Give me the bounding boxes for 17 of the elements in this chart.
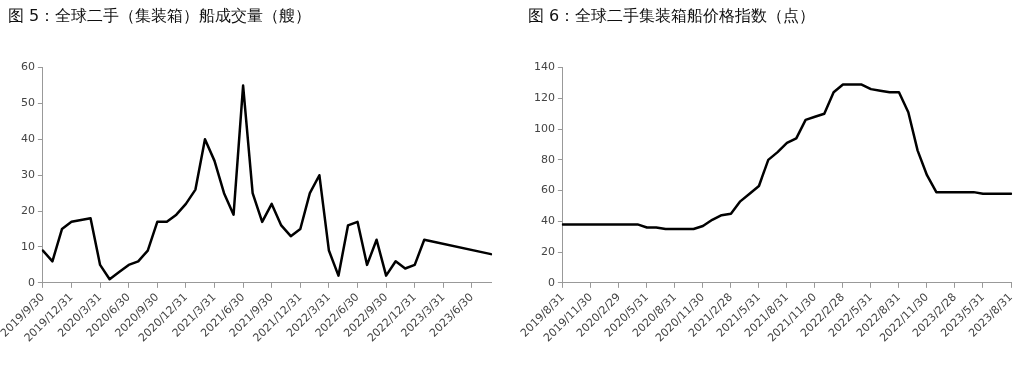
y-tick-label: 20	[540, 244, 555, 258]
y-tick-label: 60	[20, 60, 35, 74]
y-tick-label: 80	[540, 152, 555, 166]
y-tick-label: 0	[547, 275, 555, 289]
y-tick-label: 60	[540, 183, 555, 197]
y-tick-label: 0	[27, 275, 35, 289]
chart-title: 图 6：全球二手集装箱船价格指数（点）	[528, 6, 816, 27]
y-tick-label: 30	[20, 168, 35, 182]
y-tick-label: 20	[20, 203, 35, 217]
y-tick-label: 120	[533, 91, 555, 105]
chart-title: 图 5：全球二手（集装箱）船成交量（艘）	[8, 6, 312, 27]
y-tick-label: 40	[540, 214, 555, 228]
y-tick-label: 10	[20, 239, 35, 253]
y-tick-label: 40	[20, 132, 35, 146]
y-tick-label: 140	[533, 60, 555, 74]
y-tick-label: 100	[533, 121, 555, 135]
y-tick-label: 50	[20, 96, 35, 110]
